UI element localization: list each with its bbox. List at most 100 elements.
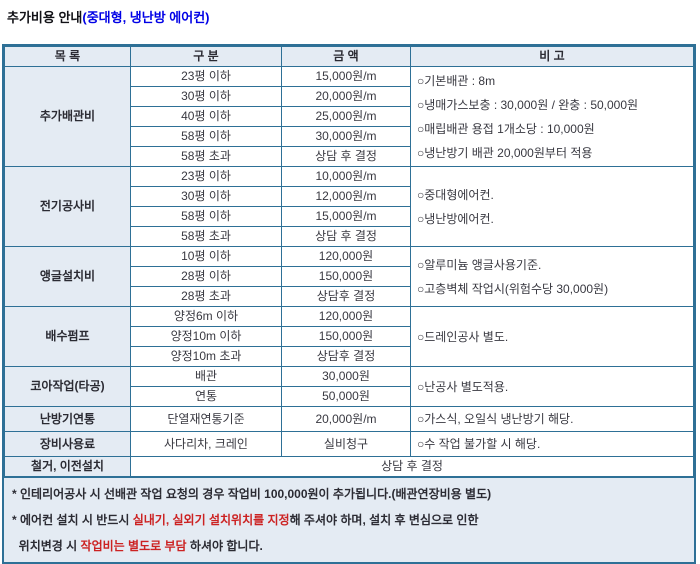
note-line: ○매립배관 용접 1개소당 : 10,000원 xyxy=(417,121,595,136)
note-line: ○중대형에어컨. xyxy=(417,187,494,202)
spec-cell: 58평 이하 xyxy=(130,126,282,147)
amount-cell: 상담 후 결정 xyxy=(281,146,411,167)
notes-cell: ○알루미늄 앵글사용기준. ○고층벽체 작업시(위험수당 30,000원) xyxy=(410,246,694,307)
footnote-line: * 에어컨 설치 시 반드시 실내기, 실외기 설치위치를 지정해 주셔야 하며… xyxy=(12,507,690,533)
section-label: 코아작업(타공) xyxy=(4,366,131,407)
section-label: 배수펌프 xyxy=(4,306,131,367)
amount-cell: 15,000원/m xyxy=(281,206,411,227)
note-line: ○냉난방에어컨. xyxy=(417,211,494,226)
table-row: 앵글설치비 10평 이하 120,000원 ○알루미늄 앵글사용기준. ○고층벽체 작업… xyxy=(4,246,694,307)
amount-cell: 상담 후 결정 xyxy=(281,226,411,247)
spec-cell: 40평 이하 xyxy=(130,106,282,127)
amount-cell: 30,000원 xyxy=(281,366,411,387)
note-line: ○알루미늄 앵글사용기준. xyxy=(417,257,542,272)
notes-cell: ○기본배관 : 8m ○냉매가스보충 : 30,000원 / 완충 : 50,00… xyxy=(410,66,694,167)
spec-cell: 23평 이하 xyxy=(130,166,282,187)
amount-cell: 10,000원/m xyxy=(281,166,411,187)
spec-cell: 30평 이하 xyxy=(130,186,282,207)
amount-cell: 150,000원 xyxy=(281,266,411,287)
notes-list: ○알루미늄 앵글사용기준. ○고층벽체 작업시(위험수당 30,000원) xyxy=(417,248,693,306)
spec-cell: 연통 xyxy=(130,386,282,407)
section-label: 난방기연통 xyxy=(4,406,131,432)
amount-cell: 25,000원/m xyxy=(281,106,411,127)
note-line: ○가스식, 오일식 냉난방기 해당. xyxy=(417,412,574,426)
spec-cell: 23평 이하 xyxy=(130,66,282,87)
footnote-line: * 인테리어공사 시 선배관 작업 요청의 경우 작업비 100,000원이 추… xyxy=(12,481,690,507)
note-line: ○수 작업 불가할 시 해당. xyxy=(417,437,541,451)
section-label: 장비사용료 xyxy=(4,431,131,457)
spec-cell: 양정6m 이하 xyxy=(130,306,282,327)
pricing-table-container: 목 록 구 분 금 액 비 고 추가배관비 23평 이하 15,000원/m ○기본배… xyxy=(2,44,696,564)
spec-cell: 양정10m 초과 xyxy=(130,346,282,367)
spec-cell: 단열재연통기준 xyxy=(130,406,282,432)
amount-cell: 150,000원 xyxy=(281,326,411,347)
amount-cell: 50,000원 xyxy=(281,386,411,407)
footnote-text: 위치변경 시 xyxy=(12,539,81,553)
notes-cell: ○가스식, 오일식 냉난방기 해당. xyxy=(410,406,694,432)
section-label: 추가배관비 xyxy=(4,66,131,167)
amount-cell: 상담후 결정 xyxy=(281,346,411,367)
notes-list: ○중대형에어컨. ○냉난방에어컨. xyxy=(417,168,693,246)
footer-value: 상담 후 결정 xyxy=(130,456,694,477)
pricing-table: 목 록 구 분 금 액 비 고 추가배관비 23평 이하 15,000원/m ○기본배… xyxy=(4,46,694,477)
notes-list: ○가스식, 오일식 냉난방기 해당. xyxy=(417,408,693,431)
table-row: 28평 초과 상담후 결정 xyxy=(5,286,694,307)
footnote-text: 하셔야 합니다. xyxy=(186,539,263,553)
table-row: 30평 이하 12,000원/m xyxy=(5,186,694,207)
notes-list: ○드레인공사 별도. xyxy=(417,308,693,366)
amount-cell: 12,000원/m xyxy=(281,186,411,207)
footnote-text: * 에어컨 설치 시 반드시 xyxy=(12,513,133,527)
footnote-highlight: 실내기, 실외기 설치위치를 지정 xyxy=(132,513,290,527)
table-row: 장비사용료 사다리차, 크레인 실비청구 ○수 작업 불가할 시 해당. xyxy=(4,431,694,457)
note-line: ○냉매가스보충 : 30,000원 / 완충 : 50,000원 xyxy=(417,97,639,112)
notes-list: ○난공사 별도적용. xyxy=(417,368,693,406)
notes-cell: ○난공사 별도적용. xyxy=(410,366,694,407)
page-title-parenthetical: (중대형, 냉난방 에어컨) xyxy=(82,10,210,25)
table-row: 양정10m 초과 상담후 결정 xyxy=(5,346,694,367)
amount-cell: 15,000원/m xyxy=(281,66,411,87)
page-title-main: 추가비용 안내 xyxy=(7,10,83,25)
section-label: 앵글설치비 xyxy=(4,246,131,307)
table-row: 추가배관비 23평 이하 15,000원/m ○기본배관 : 8m ○냉매가스보충 : … xyxy=(4,66,694,167)
footnote-line: 위치변경 시 작업비는 별도로 부담 하셔야 합니다. xyxy=(12,533,690,559)
amount-cell: 30,000원/m xyxy=(281,126,411,147)
amount-cell: 120,000원 xyxy=(281,246,411,267)
table-row: 난방기연통 단열재연통기준 20,000원/m ○가스식, 오일식 냉난방기 해당. xyxy=(4,406,694,432)
footnote-text: * 인테리어공사 시 선배관 작업 요청의 경우 작업비 100,000원이 추… xyxy=(12,487,492,501)
notes-cell: ○수 작업 불가할 시 해당. xyxy=(410,431,694,457)
spec-cell: 28평 초과 xyxy=(130,286,282,307)
note-line: ○고층벽체 작업시(위험수당 30,000원) xyxy=(417,281,609,296)
amount-cell: 20,000원/m xyxy=(281,86,411,107)
spec-cell: 사다리차, 크레인 xyxy=(130,431,282,457)
spec-cell: 58평 이하 xyxy=(130,206,282,227)
notes-list: ○기본배관 : 8m ○냉매가스보충 : 30,000원 / 완충 : 50,00… xyxy=(417,68,693,166)
table-row: 배수펌프 양정6m 이하 120,000원 ○드레인공사 별도. xyxy=(4,306,694,367)
footer-label: 철거, 이전설치 xyxy=(4,456,131,477)
notes-cell: ○중대형에어컨. ○냉난방에어컨. xyxy=(410,166,694,247)
section-label: 전기공사비 xyxy=(4,166,131,247)
table-row: 58평 이하 30,000원/m xyxy=(5,126,694,147)
footnote-block: * 인테리어공사 시 선배관 작업 요청의 경우 작업비 100,000원이 추… xyxy=(4,477,694,562)
spec-cell: 양정10m 이하 xyxy=(130,326,282,347)
footnote-text: 해 주셔야 하며, 설치 후 변심으로 인한 xyxy=(289,513,479,527)
header-row: 목 록 구 분 금 액 비 고 xyxy=(4,46,694,67)
table-row: 코아작업(타공) 배관 30,000원 ○난공사 별도적용. xyxy=(4,366,694,407)
column-header-item: 목 록 xyxy=(4,46,131,67)
amount-cell: 20,000원/m xyxy=(281,406,411,432)
notes-cell: ○드레인공사 별도. xyxy=(410,306,694,367)
column-header-category: 구 분 xyxy=(130,46,282,67)
spec-cell: 28평 이하 xyxy=(130,266,282,287)
note-line: ○난공사 별도적용. xyxy=(417,379,509,394)
amount-cell: 상담후 결정 xyxy=(281,286,411,307)
footnote-highlight: 작업비는 별도로 부담 xyxy=(80,539,187,553)
amount-cell: 실비청구 xyxy=(281,431,411,457)
page-title: 추가비용 안내(중대형, 냉난방 에어컨) xyxy=(7,7,210,26)
note-line: ○드레인공사 별도. xyxy=(417,329,509,344)
note-line: ○기본배관 : 8m xyxy=(417,73,496,88)
amount-cell: 120,000원 xyxy=(281,306,411,327)
notes-list: ○수 작업 불가할 시 해당. xyxy=(417,433,693,456)
table-row: 철거, 이전설치 상담 후 결정 xyxy=(4,456,694,477)
column-header-amount: 금 액 xyxy=(281,46,411,67)
spec-cell: 58평 초과 xyxy=(130,226,282,247)
table-row: 58평 초과 상담 후 결정 xyxy=(5,226,694,247)
